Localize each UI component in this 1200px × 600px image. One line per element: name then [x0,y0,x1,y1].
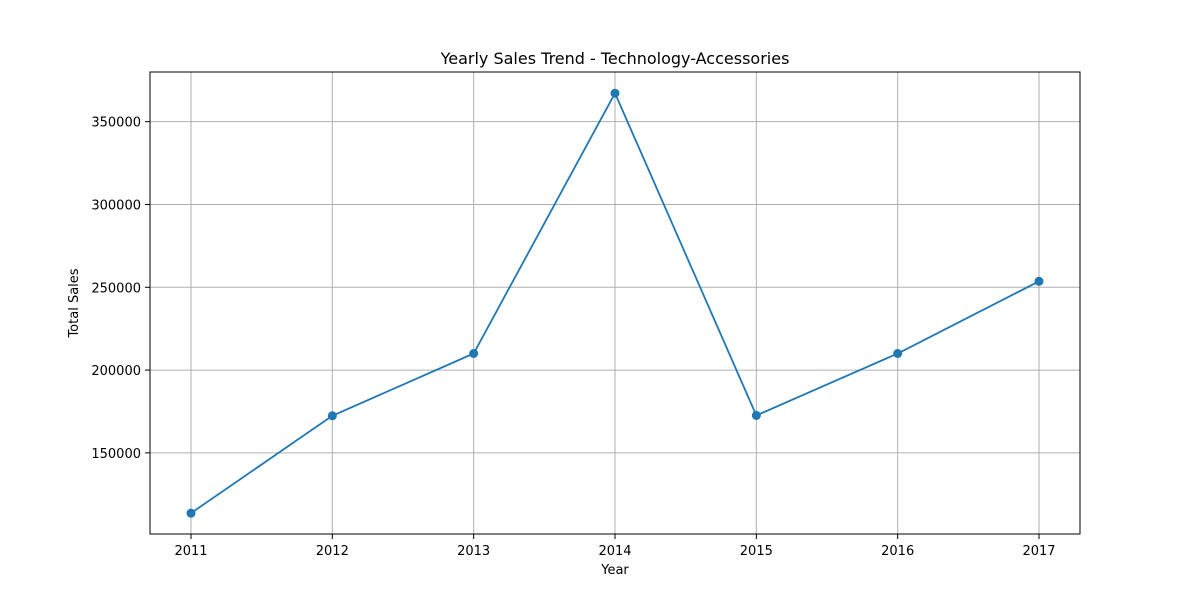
series-sales [186,88,1044,518]
x-tick-label: 2011 [174,544,207,559]
y-tick-label: 150000 [91,447,141,462]
x-tick-label: 2012 [316,544,349,559]
data-point [893,349,903,359]
data-point [469,349,479,359]
data-point [327,411,337,421]
x-tick-label: 2016 [881,544,914,559]
y-tick-label: 250000 [91,281,141,296]
data-point [1034,276,1044,286]
y-tick-label: 200000 [91,364,141,379]
y-axis-label: Total Sales [67,268,82,338]
y-tick-label: 300000 [91,198,141,213]
x-tick-label: 2014 [598,544,631,559]
data-point [751,410,761,420]
x-tick-label: 2017 [1022,544,1055,559]
grid [150,72,1080,534]
y-tick-label: 350000 [91,116,141,131]
data-point [186,508,196,518]
x-axis-label: Year [600,563,629,578]
x-tick-label: 2013 [457,544,490,559]
chart-title: Yearly Sales Trend - Technology-Accessor… [440,49,790,68]
axis-ticks: 2011 2012 2013 2014 2015 2016 2017 150000 200000… [91,116,1055,559]
x-tick-label: 2015 [740,544,773,559]
data-point [610,88,620,98]
